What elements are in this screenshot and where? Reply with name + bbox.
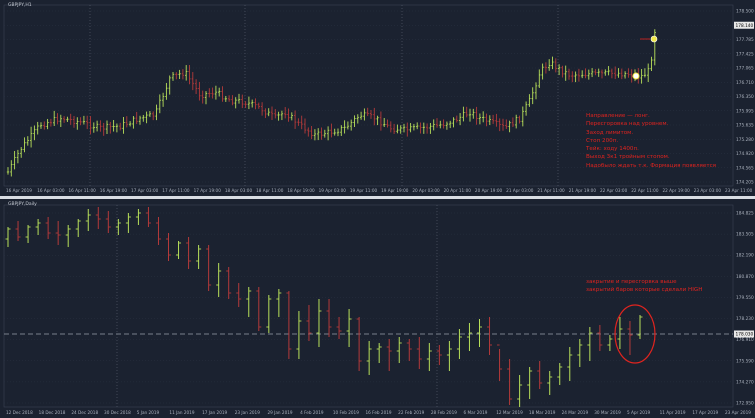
x-tick-label: 18 Apr 19:00 [287, 188, 315, 193]
y-tick-label: 174.205 [736, 180, 754, 186]
x-tick-label: 11 Apr 2019 [660, 410, 686, 415]
y-tick-label: 176.710 [736, 80, 754, 86]
y-tick-label: 174.920 [736, 151, 754, 157]
x-tick-label: 18 Apr 11:00 [256, 188, 284, 193]
annotation-line-1: Направление — лонг. [586, 113, 650, 119]
y-tick-label: 175.590 [736, 358, 754, 364]
x-tick-label: 17 Apr 19:00 [194, 188, 222, 193]
plot-frame [3, 4, 734, 187]
x-tick-label: 19 Apr 03:00 [319, 188, 347, 193]
x-tick-label: 21 Apr 19:00 [569, 188, 597, 193]
annotation-line-5: Тейк: ходу 1400п. [586, 146, 639, 153]
take-profit-marker [650, 35, 658, 43]
x-tick-label: 22 Apr 11:00 [631, 188, 659, 193]
annotation-line-4: Стоп 200п. [586, 137, 619, 144]
daily-chart-canvas[interactable]: 184.825 183.505 182.190 180.870 179.550 178.2… [0, 199, 755, 418]
x-tick-label: 23 Apr 2019 [725, 410, 751, 415]
y-tick-label: 182.190 [736, 253, 754, 259]
x-tick-label: 16 Apr 03:00 [37, 188, 65, 193]
x-tick-label: 17 Jan 2019 [202, 410, 227, 415]
x-tick-label: 22 Feb 2019 [398, 410, 424, 415]
y-tick-label: 177.065 [736, 66, 754, 72]
y-tick-label: 172.950 [736, 401, 754, 407]
x-tick-label: 28 Feb 2019 [431, 410, 457, 415]
x-tick-label: 24 Mar 2019 [562, 410, 589, 415]
x-tick-label: 11 Jan 2019 [169, 410, 194, 415]
x-tick-label: 16 Apr 2019 [6, 188, 32, 193]
x-tick-label: 17 Apr 11:00 [162, 188, 190, 193]
h1-chart-canvas[interactable]: 178.500 178.140 177.785 177.425 177.065 176.7… [0, 0, 755, 196]
x-tick-label: 17 Apr 2019 [692, 410, 718, 415]
y-tick-label: 176.910 [736, 337, 754, 343]
x-tick-label: 23 Apr 03:00 [694, 188, 722, 193]
daily-annotation: закрытие и пересгорвка выше закрытий бар… [586, 278, 702, 295]
x-tick-label: 30 Mar 2019 [594, 410, 621, 415]
daily-annotation-line-2: закрытий баров которые сделали HIGH [586, 287, 703, 294]
x-tick-label: 16 Apr 11:00 [69, 188, 97, 193]
entry-marker [632, 72, 640, 80]
current-price-label: 178.140 [736, 23, 754, 29]
annotation-line-3: Заход лимитом. [586, 129, 634, 136]
x-tick-label: 19 Apr 19:00 [381, 188, 409, 193]
y-tick-label: 178.500 [736, 9, 754, 15]
daily-annotation-line-1: закрытие и пересгорвка выше [586, 279, 677, 285]
y-tick-label: 176.350 [736, 94, 754, 100]
y-tick-label: 180.870 [736, 274, 754, 280]
current-price-box [734, 21, 754, 29]
x-tick-label: 6 Mar 2019 [464, 410, 488, 415]
x-tick-label: 24 Dec 2018 [71, 410, 98, 415]
x-tick-label: 22 Apr 19:00 [662, 188, 690, 193]
x-tick-label: 30 Dec 2018 [104, 410, 131, 415]
h1-chart-symbol-label: GBPJPY,H1 [8, 3, 32, 8]
x-tick-label: 20 Apr 11:00 [444, 188, 472, 193]
x-tick-label: 29 Jan 2019 [267, 410, 292, 415]
y-tick-label: 184.825 [736, 211, 754, 217]
h1-chart-panel[interactable]: 178.500 178.140 177.785 177.425 177.065 176.7… [0, 0, 755, 196]
x-tick-label: 23 Jan 2019 [235, 410, 260, 415]
x-tick-label: 5 Jan 2019 [137, 410, 160, 415]
x-tick-label: 21 Apr 03:00 [506, 188, 534, 193]
x-tick-label: 4 Feb 2019 [300, 410, 324, 415]
y-tick-label: 175.635 [736, 123, 754, 129]
y-tick-label: 174.565 [736, 165, 754, 171]
x-tick-label: 16 Apr 19:00 [100, 188, 128, 193]
y-tick-label: 175.280 [736, 137, 754, 143]
h1-trade-annotation: Направление — лонг. Пересгоровка над уро… [586, 112, 716, 170]
current-price-box [734, 330, 754, 338]
annotation-line-2: Пересгоровка над уровнем. [586, 121, 669, 128]
x-tick-label: 18 Mar 2019 [529, 410, 556, 415]
plot-frame [3, 204, 734, 408]
x-tick-label: 21 Apr 11:00 [537, 188, 565, 193]
x-tick-label: 12 Dec 2018 [6, 410, 33, 415]
y-tick-label: 183.505 [736, 232, 754, 238]
y-tick-label: 174.270 [736, 379, 754, 385]
h1-price-bars [6, 29, 656, 177]
daily-chart-panel[interactable]: 184.825 183.505 182.190 180.870 179.550 178.2… [0, 199, 755, 418]
y-tick-label: 177.425 [736, 51, 754, 57]
panel-divider[interactable] [0, 196, 755, 199]
x-tick-label: 18 Apr 03:00 [225, 188, 253, 193]
x-tick-label: 16 Feb 2019 [366, 410, 392, 415]
daily-price-bars [5, 207, 643, 407]
x-tick-label: 10 Feb 2019 [333, 410, 359, 415]
y-tick-label: 178.230 [736, 316, 754, 322]
x-tick-label: 12 Mar 2019 [496, 410, 523, 415]
x-tick-label: 20 Apr 19:00 [475, 188, 503, 193]
x-tick-label: 23 Apr 11:00 [725, 188, 753, 193]
y-tick-label: 177.785 [736, 37, 754, 43]
highlight-ellipse [614, 304, 656, 364]
daily-chart-symbol-label: GBPJPY,Daily [8, 202, 37, 207]
annotation-line-6: Выход 3к1 тройным стопом. [586, 154, 670, 161]
x-tick-label: 22 Apr 03:00 [600, 188, 628, 193]
x-tick-label: 19 Apr 11:00 [350, 188, 378, 193]
y-tick-label: 175.995 [736, 108, 754, 114]
annotation-line-7: Надобыло ждать т.к. Формация появляется [586, 162, 717, 169]
current-price-label: 178.030 [736, 332, 754, 338]
x-tick-label: 18 Dec 2018 [39, 410, 66, 415]
x-tick-label: 5 Apr 2019 [627, 410, 651, 415]
x-tick-label: 17 Apr 03:00 [131, 188, 159, 193]
y-tick-label: 179.550 [736, 295, 754, 301]
x-tick-label: 20 Apr 03:00 [412, 188, 440, 193]
